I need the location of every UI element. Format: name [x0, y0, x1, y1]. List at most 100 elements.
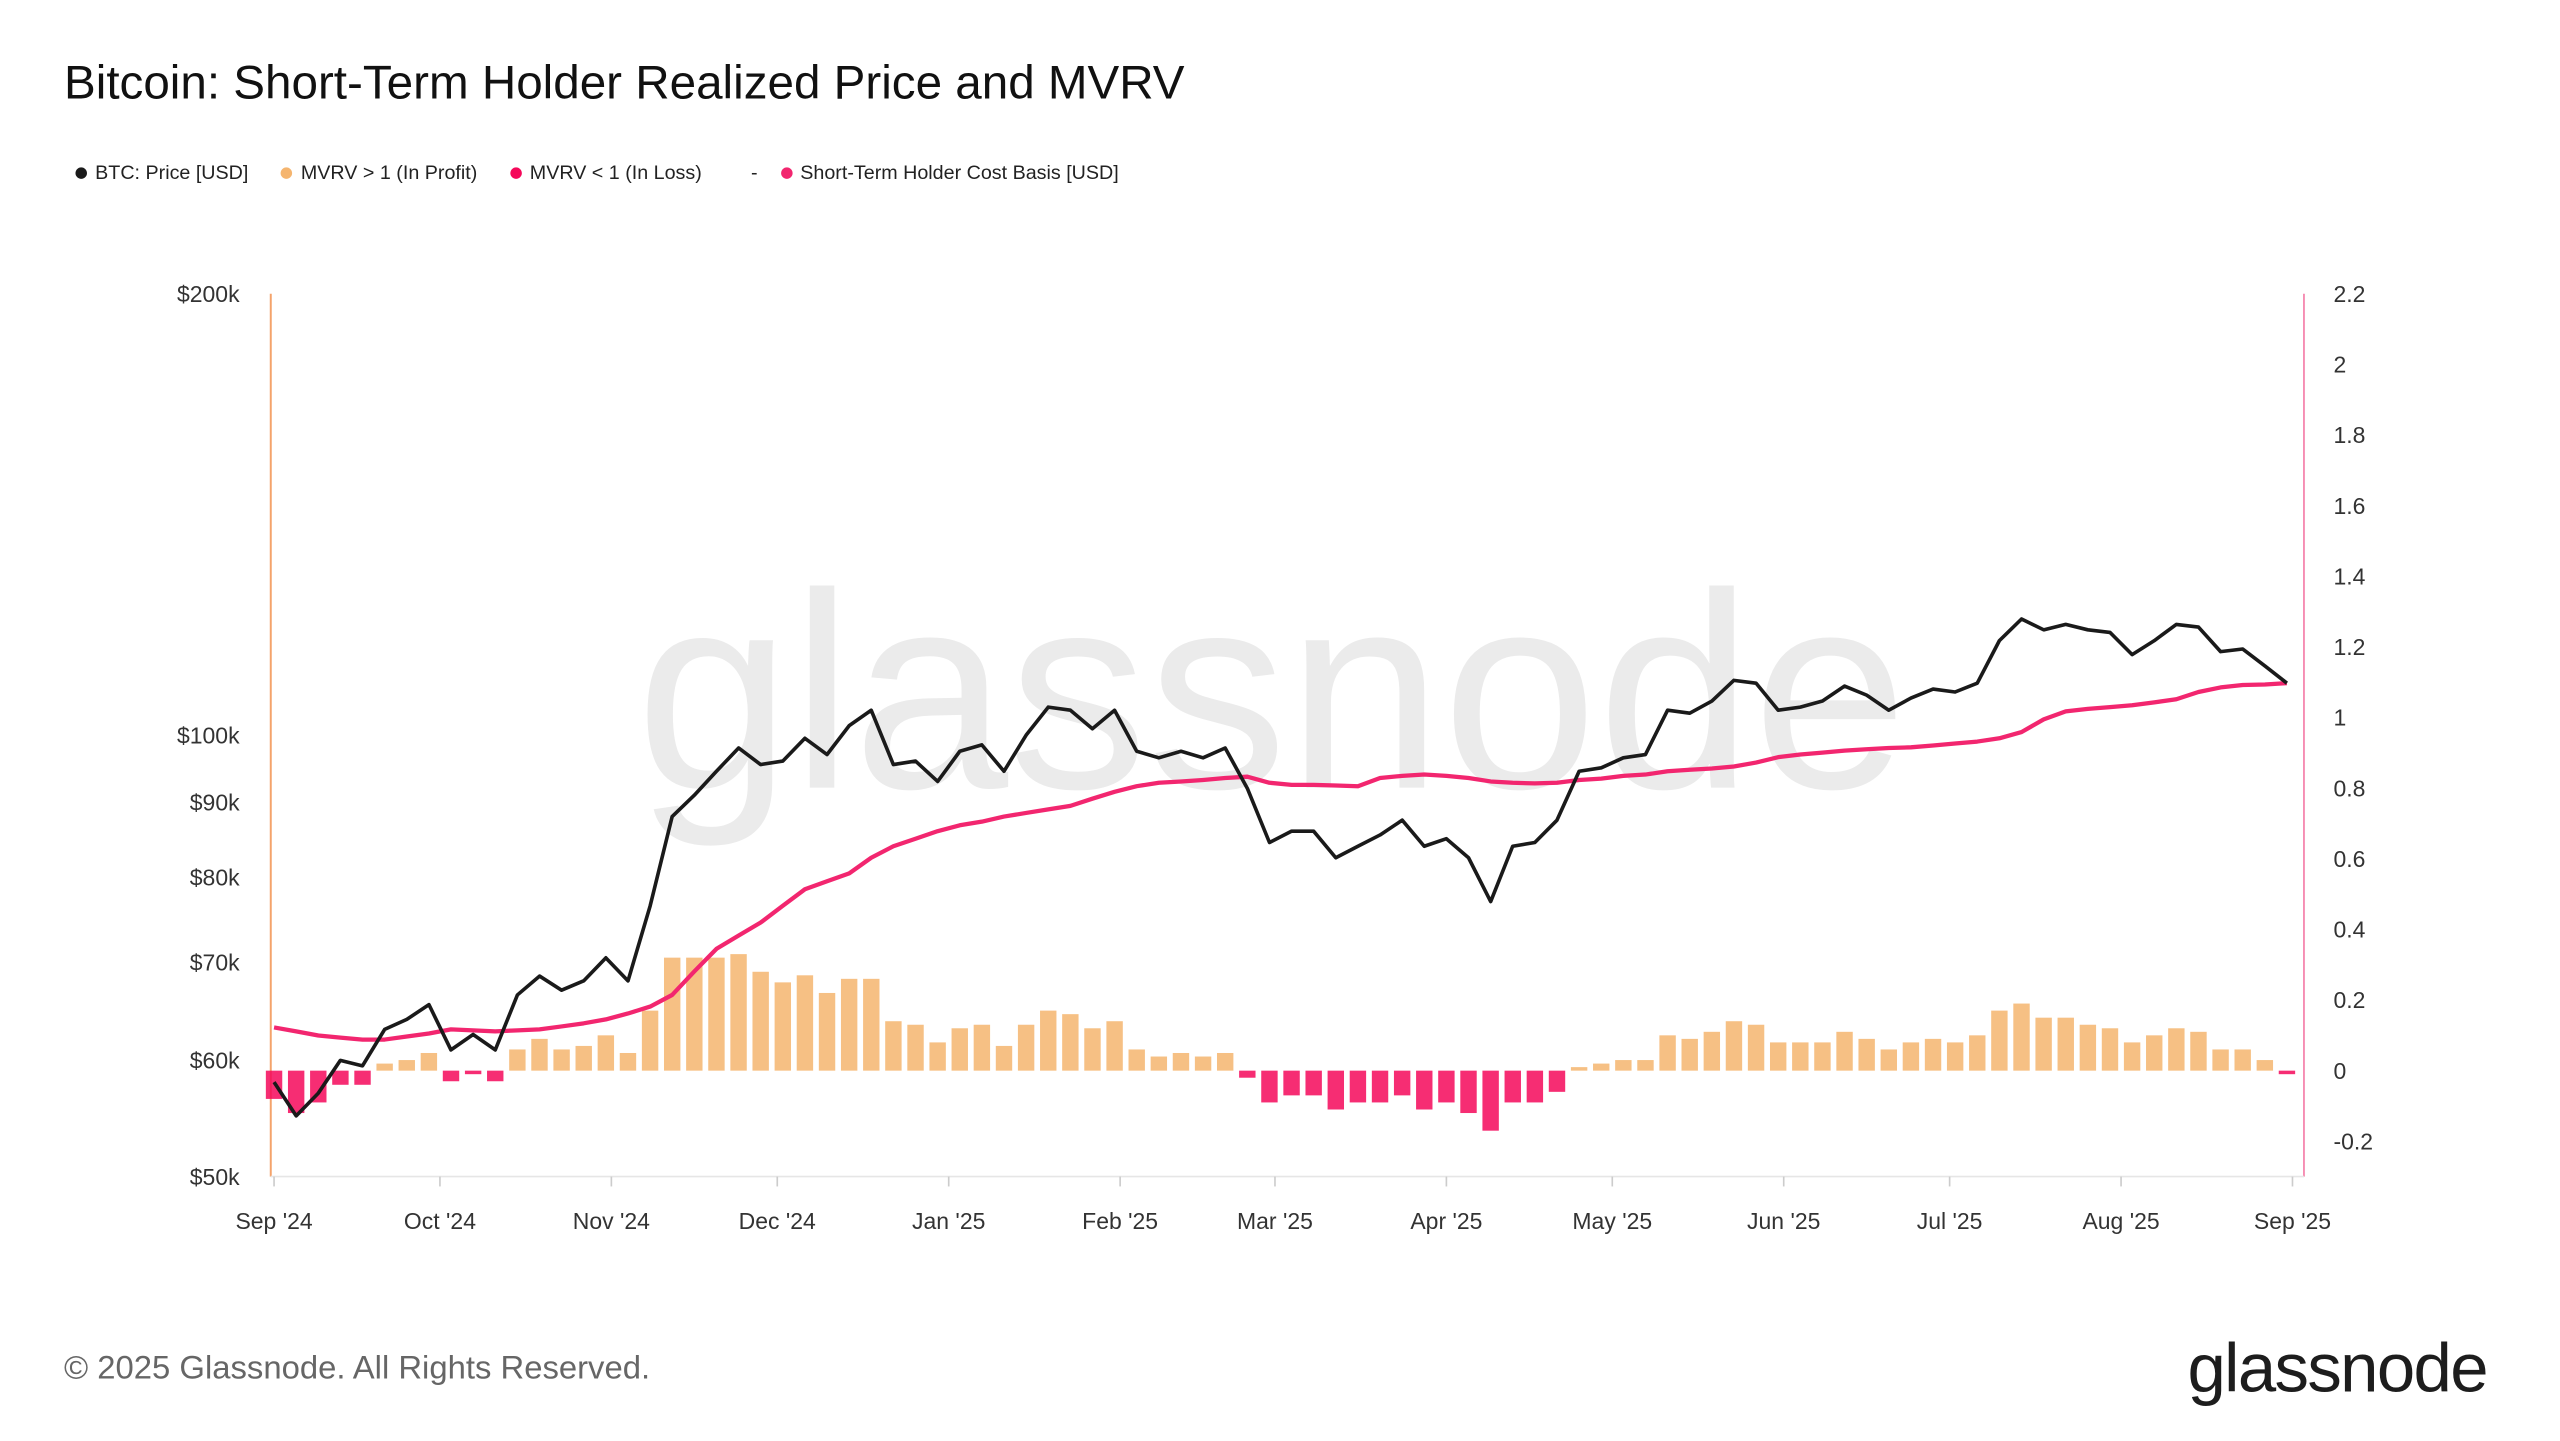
mvrv-profit-bar — [686, 957, 703, 1071]
mvrv-loss-bar — [1460, 1070, 1477, 1114]
mvrv-loss-bar — [442, 1070, 460, 1082]
mvrv-loss-bar — [1283, 1070, 1300, 1096]
right-tick-label: 2 — [2334, 352, 2347, 378]
legend-label: BTC: Price [USD] — [95, 160, 249, 184]
right-tick-label: 0.4 — [2334, 917, 2366, 943]
right-tick-label: 0 — [2334, 1058, 2347, 1084]
right-tick-label: -0.2 — [2334, 1128, 2374, 1154]
x-tick-label: Jul '25 — [1917, 1208, 1983, 1234]
copyright-footer: © 2025 Glassnode. All Rights Reserved. — [63, 1350, 651, 1387]
mvrv-profit-bar — [1106, 1021, 1123, 1071]
mvrv-profit-bar — [1593, 1063, 1610, 1071]
mvrv-profit-bar — [531, 1038, 548, 1071]
right-tick-label: 0.8 — [2334, 775, 2366, 801]
legend-separator: - — [751, 160, 758, 184]
mvrv-profit-bar — [1836, 1031, 1853, 1071]
legend-item-mvrv-profit[interactable]: MVRV > 1 (In Profit) — [281, 161, 477, 184]
right-tick-label: 1 — [2334, 705, 2347, 731]
mvrv-profit-bar — [1172, 1052, 1190, 1071]
sth-cost-basis-line — [273, 681, 2288, 1042]
x-tick-label: Apr '25 — [1410, 1208, 1482, 1234]
legend-dot-icon — [780, 166, 793, 179]
left-tick-label: $70k — [190, 950, 240, 976]
x-tick-label: Sep '24 — [235, 1208, 312, 1234]
mvrv-profit-bar — [1637, 1060, 1654, 1071]
mvrv-loss-bar — [1349, 1070, 1367, 1103]
mvrv-loss-bar — [487, 1070, 504, 1082]
mvrv-profit-bar — [1659, 1035, 1676, 1071]
mvrv-loss-bar — [2278, 1070, 2296, 1075]
right-tick-label: 1.8 — [2334, 422, 2366, 448]
mvrv-profit-bar — [1681, 1038, 1698, 1071]
right-tick-label: 0.6 — [2334, 846, 2366, 872]
mvrv-profit-bar — [1062, 1014, 1079, 1071]
mvrv-loss-bar — [1504, 1070, 1521, 1103]
mvrv-profit-bar — [995, 1045, 1013, 1071]
mvrv-loss-bar — [1416, 1070, 1433, 1110]
mvrv-profit-bar — [1747, 1024, 1765, 1071]
legend-item-btc-price[interactable]: BTC: Price [USD] — [75, 161, 248, 184]
mvrv-loss-bar — [1548, 1070, 1566, 1092]
mvrv-loss-bar — [1327, 1070, 1345, 1110]
legend-label: MVRV > 1 (In Profit) — [300, 160, 478, 184]
mvrv-profit-bar — [663, 957, 681, 1071]
mvrv-loss-bar — [1482, 1070, 1499, 1131]
mvrv-profit-bar — [1615, 1060, 1632, 1071]
mvrv-profit-bar — [2123, 1042, 2141, 1071]
mvrv-profit-bar — [1880, 1049, 1897, 1071]
mvrv-loss-bar — [287, 1070, 305, 1114]
mvrv-loss-bar — [1239, 1070, 1256, 1078]
right-tick-label: 0.2 — [2334, 987, 2366, 1013]
mvrv-profit-bar — [2212, 1049, 2229, 1071]
glassnode-logo: glassnode — [2187, 1329, 2488, 1407]
mvrv-profit-bar — [2079, 1024, 2097, 1071]
right-tick-label: 2.2 — [2334, 281, 2366, 307]
mvrv-profit-bar — [1769, 1042, 1787, 1071]
mvrv-loss-bar — [464, 1070, 482, 1075]
mvrv-profit-bar — [796, 975, 814, 1071]
mvrv-loss-bar — [1305, 1070, 1322, 1096]
mvrv-profit-bar — [376, 1063, 393, 1071]
mvrv-profit-bar — [774, 982, 792, 1071]
x-tick-label: Jun '25 — [1747, 1208, 1820, 1234]
left-tick-label: $80k — [190, 864, 240, 890]
mvrv-profit-bar — [885, 1021, 902, 1071]
legend-item-mvrv-loss[interactable]: MVRV < 1 (In Loss) — [510, 161, 702, 184]
x-tick-label: May '25 — [1572, 1208, 1652, 1234]
mvrv-profit-bar — [1792, 1042, 1809, 1071]
mvrv-loss-bar — [1393, 1070, 1411, 1096]
chart-title: Bitcoin: Short-Term Holder Realized Pric… — [63, 57, 1185, 110]
right-tick-label: 1.2 — [2334, 634, 2366, 660]
x-tick-label: Oct '24 — [404, 1208, 476, 1234]
x-tick-label: Nov '24 — [573, 1208, 650, 1234]
mvrv-profit-bar — [2256, 1060, 2274, 1071]
mvrv-profit-bar — [818, 992, 836, 1071]
legend-item-sth-cost-basis[interactable]: Short-Term Holder Cost Basis [USD] — [780, 160, 1119, 184]
x-tick-label: Mar '25 — [1237, 1208, 1313, 1234]
legend-label: Short-Term Holder Cost Basis [USD] — [800, 160, 1119, 184]
mvrv-profit-bar — [575, 1045, 592, 1071]
mvrv-profit-bar — [398, 1060, 415, 1071]
right-tick-label: 1.4 — [2334, 563, 2366, 589]
mvrv-profit-bar — [2190, 1031, 2207, 1071]
mvrv-profit-bar — [553, 1049, 570, 1071]
mvrv-profit-bar — [509, 1049, 526, 1071]
mvrv-loss-bar — [1438, 1070, 1455, 1103]
mvrv-profit-bar — [2035, 1017, 2052, 1071]
mvrv-profit-bar — [1040, 1010, 1057, 1071]
mvrv-profit-bar — [752, 971, 769, 1071]
legend-label: MVRV < 1 (In Loss) — [529, 160, 702, 184]
mvrv-profit-bar — [1924, 1038, 1942, 1071]
mvrv-profit-bar — [2168, 1028, 2185, 1071]
mvrv-profit-bar — [1128, 1049, 1145, 1071]
mvrv-profit-bar — [2013, 1003, 2030, 1071]
mvrv-profit-bar — [641, 1010, 659, 1071]
mvrv-profit-bar — [1084, 1028, 1101, 1071]
mvrv-profit-bar — [1969, 1035, 1986, 1071]
mvrv-profit-bar — [1703, 1031, 1721, 1071]
mvrv-profit-bar — [2234, 1049, 2251, 1071]
mvrv-profit-bar — [420, 1052, 438, 1071]
mvrv-profit-bar — [1858, 1038, 1875, 1071]
mvrv-profit-bar — [1216, 1052, 1234, 1071]
